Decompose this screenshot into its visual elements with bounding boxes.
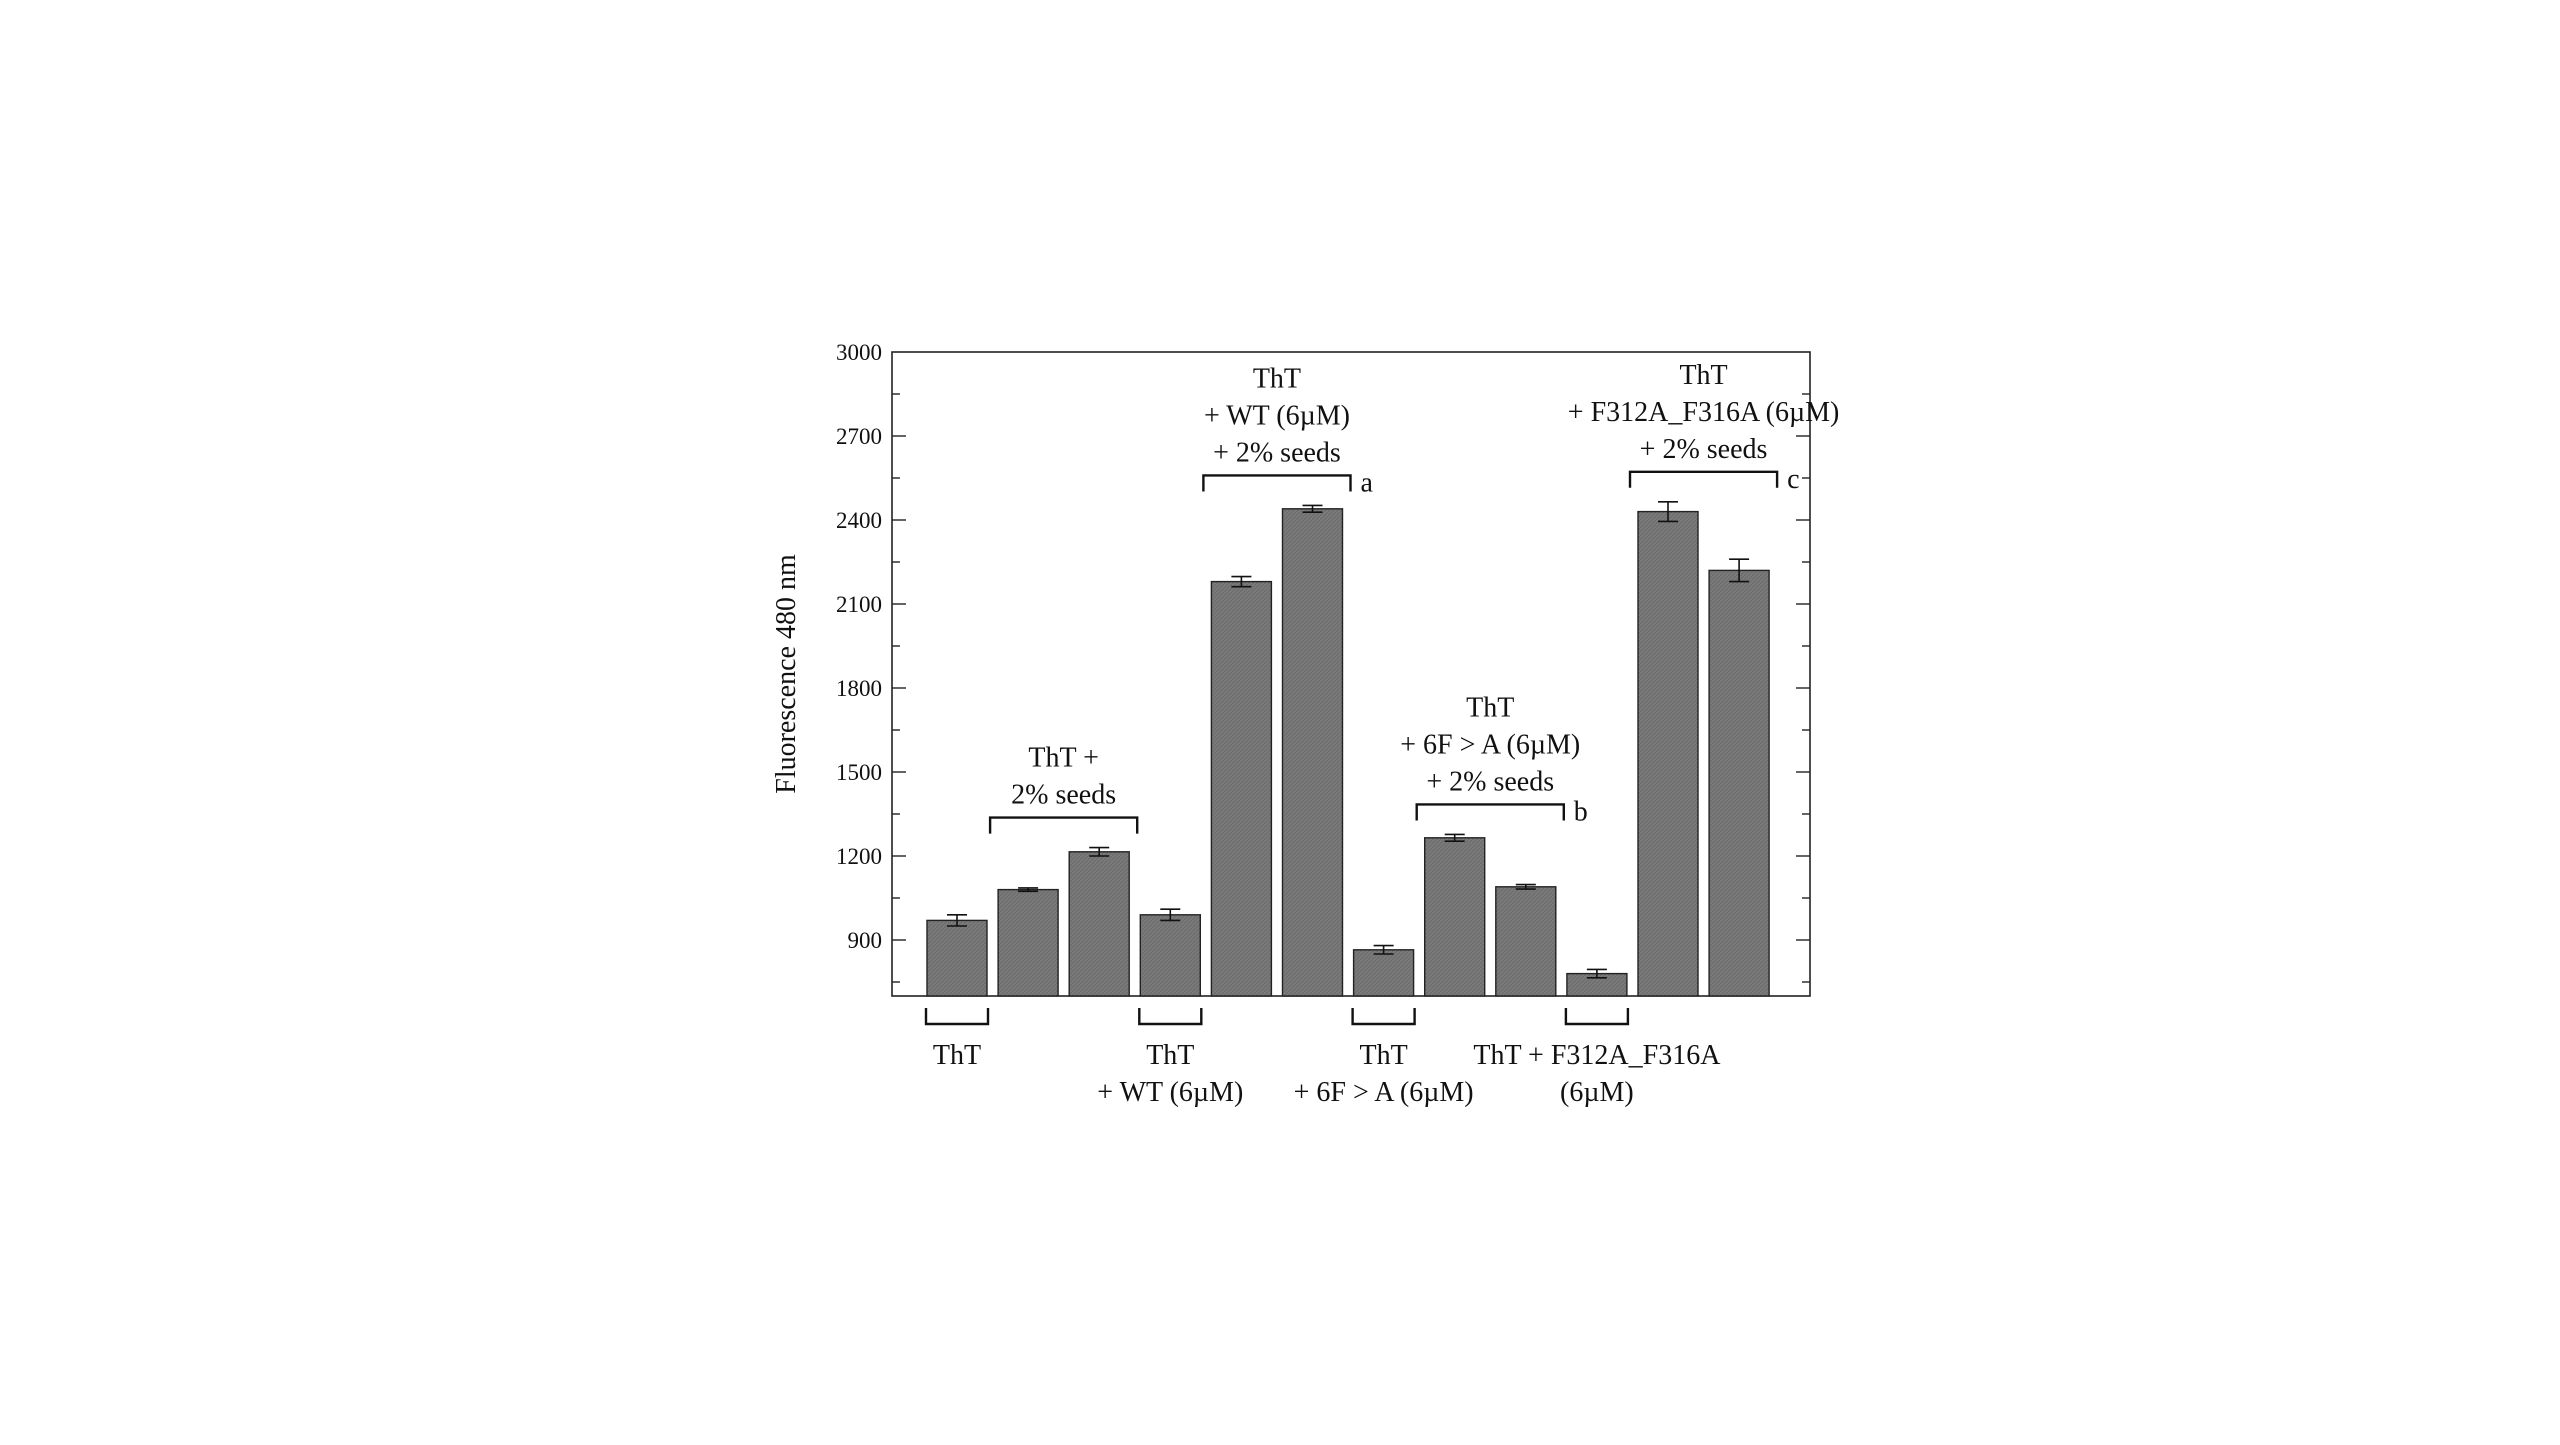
y-tick-label: 900: [848, 928, 883, 953]
group-label: ThT: [1146, 1040, 1194, 1071]
annotation-bracket: [1415, 803, 1565, 821]
group-bracket: [924, 1008, 990, 1026]
bar-12: [1708, 569, 1770, 997]
group-label: ThT + F312A_F316A: [1473, 1040, 1721, 1071]
plot-frame: [891, 351, 1811, 997]
annotation-label: ThT +: [1028, 743, 1099, 774]
annotation-letter: a: [1361, 467, 1374, 498]
group-bracket: [1351, 1008, 1416, 1026]
y-tick-label: 2400: [836, 508, 882, 533]
bar-1: [926, 919, 988, 997]
y-axis-title: Fluorescence 480 nm: [771, 554, 802, 794]
y-tick-label: 1200: [836, 844, 882, 869]
annotation-label: + 2% seeds: [1213, 437, 1341, 468]
annotation-label: + WT (6µM): [1204, 400, 1350, 431]
annotation-label: + 2% seeds: [1640, 434, 1768, 465]
y-tick-label: 2100: [836, 592, 882, 617]
annotation-label: + 6F > A (6µM): [1400, 729, 1580, 760]
group-label: + 6F > A (6µM): [1294, 1077, 1474, 1108]
bar-2: [997, 888, 1059, 997]
annotation-label: 2% seeds: [1011, 780, 1116, 811]
annotation-bracket: [1202, 474, 1352, 492]
bar-5: [1210, 580, 1273, 997]
annotation-bracket: [988, 816, 1139, 834]
annotation-bracket: [1628, 470, 1779, 488]
bar-6: [1281, 508, 1344, 997]
group-bracket: [1564, 1008, 1630, 1026]
bar-8: [1423, 837, 1486, 997]
y-tick-label: 3000: [836, 340, 882, 365]
annotation-label: ThT: [1253, 363, 1301, 394]
bar-3: [1068, 851, 1130, 997]
annotation-label: ThT: [1466, 692, 1514, 723]
y-tick-label: 1800: [836, 676, 882, 701]
group-label: (6µM): [1560, 1077, 1634, 1108]
group-label: ThT: [933, 1040, 981, 1071]
y-tick-label: 1500: [836, 760, 882, 785]
annotation-label: + F312A_F316A (6µM): [1568, 397, 1840, 428]
annotation-letter: c: [1787, 464, 1799, 495]
group-label: ThT: [1359, 1040, 1407, 1071]
y-tick-label: 2700: [836, 424, 882, 449]
bar-7: [1352, 949, 1415, 997]
group-bracket: [1138, 1008, 1203, 1026]
annotation-label: ThT: [1679, 360, 1727, 391]
annotation-label: + 2% seeds: [1426, 766, 1554, 797]
annotation-letter: b: [1574, 796, 1588, 827]
group-label: + WT (6µM): [1097, 1077, 1243, 1108]
bar-4: [1139, 914, 1202, 997]
bar-11: [1637, 510, 1699, 997]
bar-9: [1495, 886, 1557, 997]
